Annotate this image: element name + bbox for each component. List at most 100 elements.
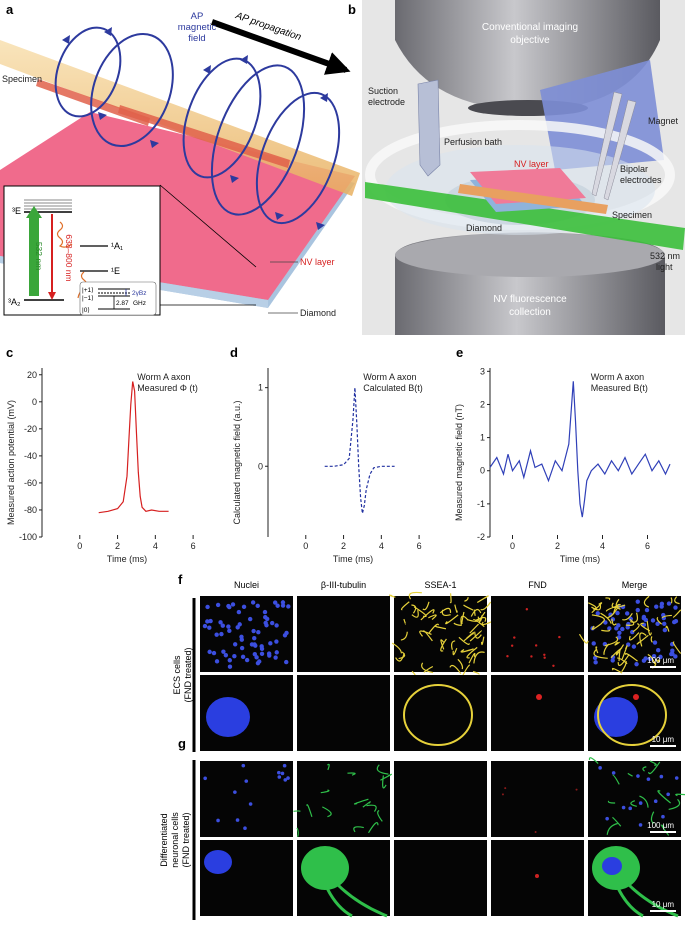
- x-tick-label: 0: [510, 541, 515, 551]
- x-axis-label-e: Time (ms): [560, 554, 600, 564]
- suction-electrode: [417, 79, 441, 177]
- bipolar-electrode-1: [591, 91, 623, 197]
- specimen-b-label: Specimen: [612, 210, 652, 220]
- magnetic-field-loops: [54, 26, 341, 225]
- x-tick-label: 6: [191, 541, 196, 551]
- light-label-2: light: [656, 262, 673, 272]
- y-tick-label: -100: [19, 532, 37, 542]
- panel-e-letter: e: [456, 345, 463, 360]
- y-tick-label: -20: [24, 424, 37, 434]
- chart-c: -100 -80 -60 -40 -20 0 20 0 2 4 6 Time (ms) Measured…: [6, 368, 198, 564]
- x-tick-label: 4: [153, 541, 158, 551]
- annotation-e: Measured B(t): [591, 383, 648, 393]
- y-tick-label: 3: [480, 366, 485, 376]
- y-tick-label: 0: [258, 461, 263, 471]
- level-1a1: ¹A₁: [111, 241, 123, 251]
- micro-tile: 100 μm: [578, 595, 682, 674]
- x-tick-label: 4: [600, 541, 605, 551]
- y-axis-label-c: Measured action potential (mV): [6, 400, 16, 525]
- ap-field-label-2: magnetic: [178, 22, 217, 33]
- micro-tile: 100 μm: [588, 757, 685, 837]
- diamond-b-label: Diamond: [466, 223, 502, 233]
- x-tick-label: 0: [303, 541, 308, 551]
- column-header: FND: [528, 580, 547, 590]
- series-line-d: [324, 387, 395, 514]
- x-tick-label: 2: [115, 541, 120, 551]
- zeeman-split: 2γBz: [132, 290, 146, 297]
- micro-tile: [388, 591, 492, 679]
- scale-bar-label: 10 μm: [652, 900, 675, 909]
- row-f-label-1: ECS cells: [172, 655, 182, 695]
- suction-label-1: Suction: [368, 86, 398, 96]
- micro-tile: [293, 761, 392, 838]
- level-3a2: ³A₂: [8, 297, 21, 307]
- ap-propagation-label: AP propagation: [233, 10, 303, 43]
- panel-a-letter: a: [6, 2, 14, 17]
- x-axis-label-d: Time (ms): [333, 554, 373, 564]
- zfs-value: 2.87: [116, 300, 129, 307]
- micro-tile: [394, 761, 487, 837]
- ap-propagation-arrow: [210, 19, 351, 75]
- specimen-label: Specimen: [2, 74, 42, 84]
- current-arrow-2: [118, 105, 290, 168]
- microscopy-grid: f g Nuclei β-III-tubulin SSEA-1 FND Merge EC…: [159, 572, 685, 920]
- collection-label-1: NV fluorescence: [493, 294, 567, 305]
- y-tick-label: 2: [480, 399, 485, 409]
- nv-layer-b-label: NV layer: [514, 159, 549, 169]
- excitation-light-beam: [365, 182, 685, 250]
- micro-tile: [297, 596, 390, 672]
- collection-label-2: collection: [509, 307, 551, 318]
- series-line-e: [489, 381, 671, 518]
- column-headers: Nuclei β-III-tubulin SSEA-1 FND Merge: [234, 580, 647, 590]
- y-tick-label: -60: [24, 478, 37, 488]
- red-wavelength: 638–800 nm: [64, 234, 74, 281]
- diamond-label: Diamond: [300, 308, 336, 318]
- panel-a: a AP propagation AP magnetic field: [0, 2, 360, 318]
- micro-tile: [491, 596, 584, 672]
- scale-bar-label: 10 μm: [652, 735, 675, 744]
- micro-tile: [491, 675, 584, 751]
- x-tick-label: 6: [417, 541, 422, 551]
- column-header: SSEA-1: [424, 580, 456, 590]
- level-3e: ³E: [12, 206, 21, 216]
- micro-tile: [394, 840, 487, 916]
- ket-plus-1: |+1⟩: [82, 287, 94, 294]
- column-header: β-III-tubulin: [321, 580, 366, 590]
- row-g-label-1: Differentiated: [159, 813, 169, 866]
- annotation-d: Worm A axon: [363, 372, 416, 382]
- y-tick-label: -1: [477, 499, 485, 509]
- panel-f-letter: f: [178, 572, 183, 587]
- y-tick-label: 0: [480, 466, 485, 476]
- objective-label-1: Conventional imaging: [482, 22, 578, 33]
- series-line-c: [98, 381, 169, 514]
- scale-bar-label: 100 μm: [647, 821, 674, 830]
- micro-tile: [200, 675, 293, 751]
- annotation-c: Worm A axon: [137, 372, 190, 382]
- x-tick-label: 2: [555, 541, 560, 551]
- specimen-b: [458, 184, 608, 214]
- micro-tile: [491, 761, 584, 837]
- column-header: Merge: [622, 580, 648, 590]
- x-tick-label: 6: [645, 541, 650, 551]
- bipolar-label-2: electrodes: [620, 175, 662, 185]
- x-axis-label-c: Time (ms): [107, 554, 147, 564]
- micro-tile: [491, 840, 584, 916]
- magnet-label: Magnet: [648, 116, 679, 126]
- micro-tile: [297, 840, 390, 918]
- y-tick-label: 1: [480, 433, 485, 443]
- ap-field-label-3: field: [188, 33, 205, 44]
- row-g-label-2: neuronal cells: [170, 812, 180, 868]
- nv-layer-label: NV layer: [300, 257, 335, 267]
- y-tick-label: -40: [24, 451, 37, 461]
- micro-tile: [200, 840, 293, 916]
- micro-tile: 10 μm: [588, 675, 681, 751]
- x-tick-label: 2: [341, 541, 346, 551]
- column-header: Nuclei: [234, 580, 259, 590]
- energy-level-inset: ³E ³A₂ ¹A₁ ¹E 532 nm 638–800 nm |+1⟩ |−1…: [3, 185, 161, 316]
- bipolar-electrode-2: [603, 99, 637, 201]
- row-g-label-3: (FND treated): [181, 812, 191, 867]
- light-label-1: 532 nm: [650, 251, 680, 261]
- micro-tile: [200, 596, 293, 672]
- y-tick-label: -2: [477, 532, 485, 542]
